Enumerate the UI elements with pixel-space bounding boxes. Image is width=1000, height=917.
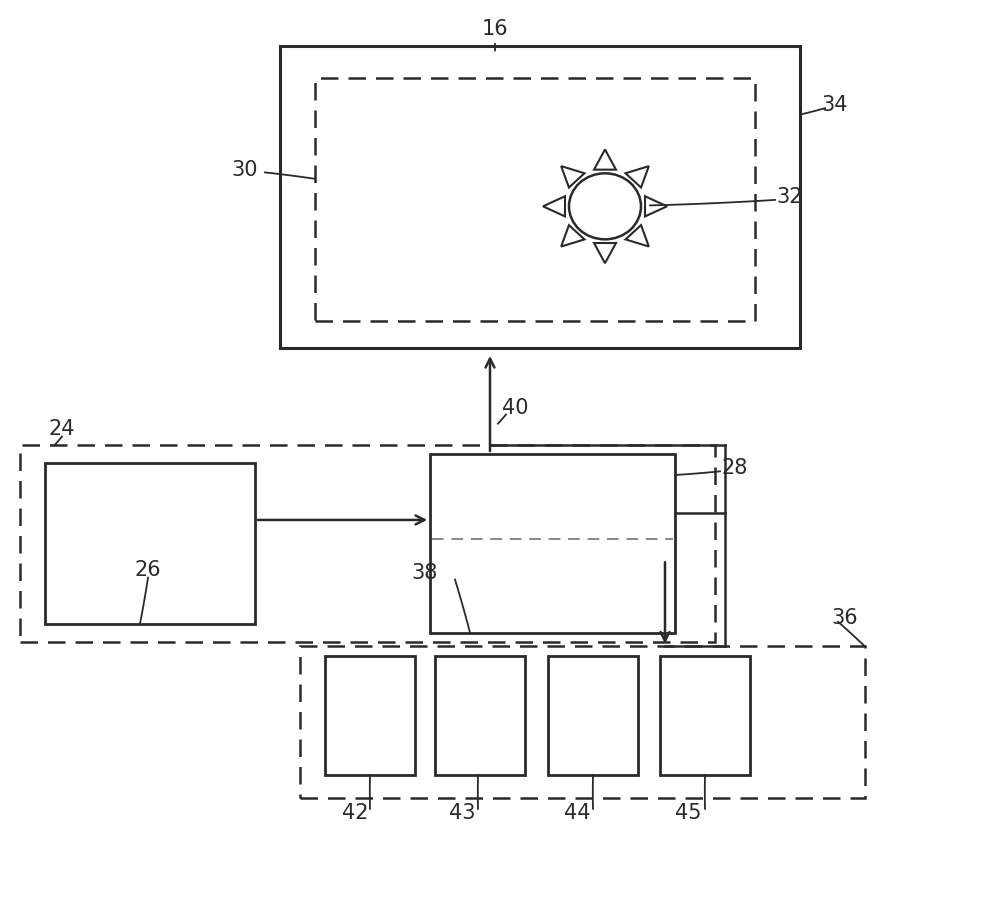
Bar	[45, 463, 255, 624]
Bar	[660, 656, 750, 775]
Text: 36: 36	[832, 608, 858, 628]
Text: 43: 43	[449, 803, 475, 823]
Text: 30: 30	[232, 160, 258, 180]
Text: 38: 38	[412, 563, 438, 583]
Text: 24: 24	[49, 419, 75, 439]
Text: 40: 40	[502, 398, 528, 418]
Text: 16: 16	[482, 19, 508, 39]
Bar	[280, 46, 800, 348]
Text: 26: 26	[135, 560, 161, 580]
Text: 34: 34	[822, 95, 848, 116]
Bar	[315, 78, 755, 321]
Text: 44: 44	[564, 803, 590, 823]
Bar	[20, 445, 715, 642]
Text: 42: 42	[342, 803, 368, 823]
Bar	[325, 656, 415, 775]
Bar	[300, 646, 865, 798]
Text: 28: 28	[722, 458, 748, 478]
Bar	[435, 656, 525, 775]
Text: 32: 32	[777, 187, 803, 207]
Text: 45: 45	[675, 803, 701, 823]
Bar	[430, 454, 675, 633]
Bar	[548, 656, 638, 775]
